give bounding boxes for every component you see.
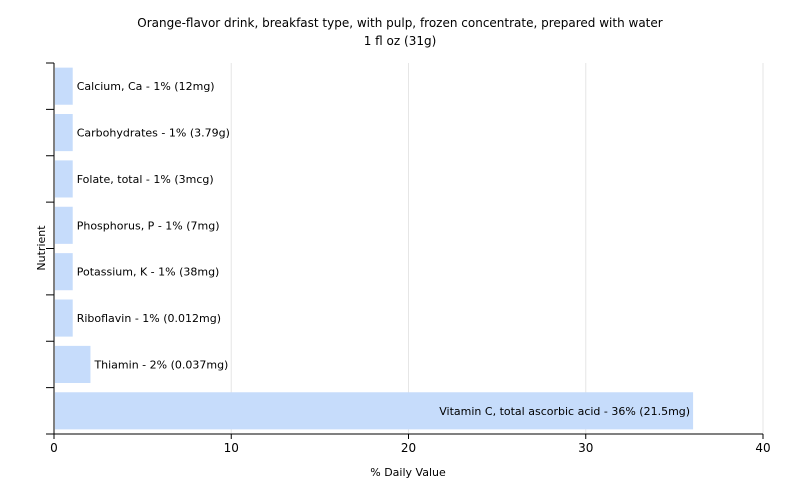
y-axis-label: Nutrient	[35, 225, 48, 271]
bar	[55, 392, 694, 430]
x-tick-label: 30	[578, 441, 593, 455]
x-tick-label: 0	[50, 441, 58, 455]
bars: Calcium, Ca - 1% (12mg) Carbohydrates - 1…	[55, 67, 694, 430]
bar	[55, 345, 91, 383]
bar-label: Thiamin - 2% (0.037mg)	[93, 358, 228, 371]
bar-label: Phosphorus, P - 1% (7mg)	[77, 219, 220, 232]
bar-label: Calcium, Ca - 1% (12mg)	[77, 80, 215, 93]
bar-label: Folate, total - 1% (3mcg)	[77, 173, 214, 186]
bar-label: Vitamin C, total ascorbic acid - 36% (21…	[439, 405, 690, 418]
chart-title: Orange-flavor drink, breakfast type, wit…	[137, 16, 663, 30]
x-tick-label: 40	[755, 441, 770, 455]
x-axis-label: % Daily Value	[370, 466, 446, 479]
bar	[55, 206, 73, 244]
bar-label: Riboflavin - 1% (0.012mg)	[77, 312, 221, 325]
bar	[55, 160, 73, 198]
chart-subtitle: 1 fl oz (31g)	[364, 34, 437, 48]
gridlines	[230, 63, 764, 434]
bar	[55, 299, 73, 337]
bar	[55, 114, 73, 152]
x-tick-label: 10	[224, 441, 239, 455]
bar-label: Carbohydrates - 1% (3.79g)	[77, 127, 230, 140]
bar-label: Potassium, K - 1% (38mg)	[77, 266, 220, 279]
x-tick-label: 20	[401, 441, 416, 455]
bar	[55, 253, 73, 291]
axes: 0 10 20 30 40	[46, 62, 771, 455]
bar	[55, 67, 73, 105]
